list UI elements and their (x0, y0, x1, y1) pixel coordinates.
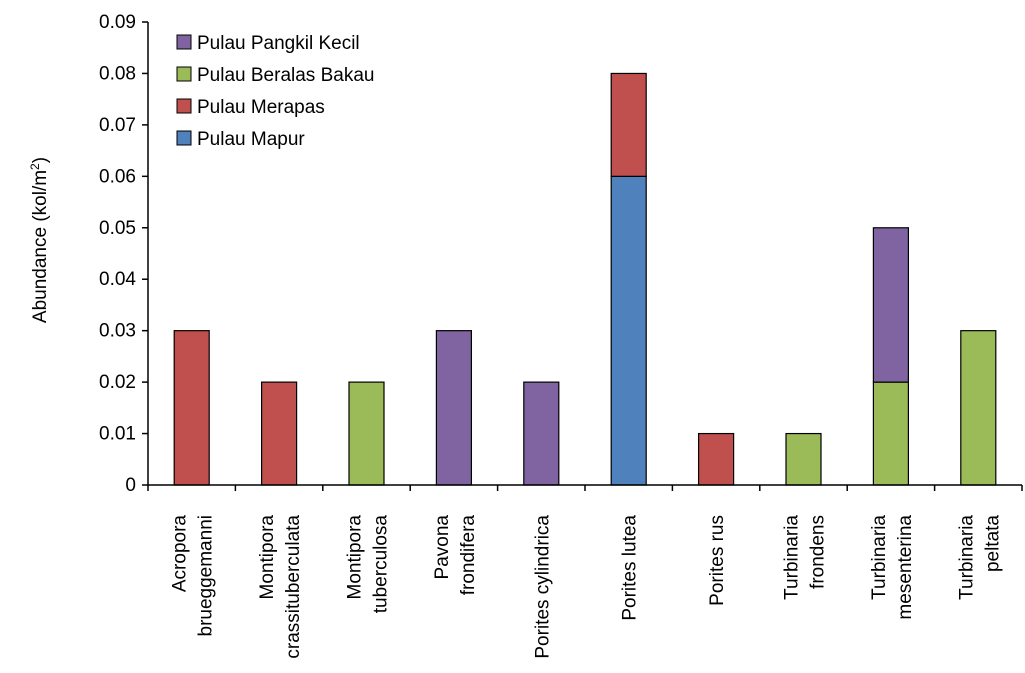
y-axis-title-main: Abundance (kol/m (30, 170, 51, 323)
y-axis-title: Abundance (kol/m2) (28, 157, 51, 323)
x-category-label: Montipora (345, 515, 366, 600)
x-category-label: tuberculosa (371, 515, 392, 614)
y-tick-label: 0.01 (99, 424, 136, 445)
legend-label: Pulau Merapas (197, 97, 325, 118)
y-ticks: 0 0.01 0.02 0.03 0.04 0.05 0.06 0.07 0.08 0.09 (99, 12, 148, 496)
legend-swatch (176, 130, 192, 146)
x-category-label: mesenterina (895, 515, 916, 620)
y-tick-label: 0.02 (99, 372, 136, 393)
y-tick-label: 0.07 (99, 115, 136, 136)
bar-segment (610, 175, 647, 486)
legend-swatch (176, 66, 192, 82)
x-category-label: Acropora (170, 515, 191, 593)
bar-segment (173, 330, 210, 486)
legend-label: Pulau Mapur (197, 129, 305, 150)
y-tick-label: 0.09 (99, 12, 136, 33)
x-category-labels: Acropora brueggemanni Montipora crassituber… (170, 515, 1004, 659)
bar-segment (960, 330, 997, 486)
x-category-label: brueggemanni (196, 515, 217, 636)
bars-layer (173, 72, 997, 486)
y-tick-label: 0 (125, 475, 136, 496)
bar-segment (697, 432, 735, 486)
bar-segment (348, 381, 385, 486)
x-category-label: Turbinaria (869, 515, 890, 600)
legend-label: Pulau Beralas Bakau (197, 65, 374, 86)
bar-segment (610, 72, 647, 177)
bar-segment (785, 432, 822, 486)
x-category-label: Montipora (257, 515, 278, 600)
x-category-label: Turbinaria (956, 515, 977, 600)
bar-segment (523, 381, 560, 486)
x-category-label: Porites cylindrica (532, 515, 553, 659)
x-category-label: crassituberculata (283, 515, 304, 659)
legend-label: Pulau Pangkil Kecil (197, 33, 360, 54)
y-tick-label: 0.03 (99, 321, 136, 342)
y-tick-label: 0.06 (99, 166, 136, 187)
y-tick-label: 0.04 (99, 269, 136, 290)
x-category-label: frondifera (458, 515, 479, 596)
x-ticks (147, 485, 1023, 491)
legend: Pulau Pangkil Kecil Pulau Beralas Bakau Pu… (176, 33, 374, 150)
y-tick-label: 0.05 (99, 218, 136, 239)
legend-swatch (176, 98, 192, 114)
y-axis-title-tail: ) (30, 157, 51, 163)
x-category-label: Porites lutea (620, 515, 641, 621)
bar-segment (261, 381, 298, 486)
x-category-label: frondens (808, 515, 829, 589)
y-tick-label: 0.08 (99, 63, 136, 84)
bar-segment (872, 381, 910, 486)
x-category-label: Porites rus (707, 515, 728, 606)
bar-segment (435, 330, 472, 486)
x-category-label: Turbinaria (782, 515, 803, 600)
legend-swatch (176, 34, 192, 50)
y-axis-title-sup: 2 (28, 163, 42, 170)
x-category-label: Pavona (432, 515, 453, 580)
bar-segment (872, 227, 910, 383)
x-category-label: peltata (982, 515, 1003, 572)
